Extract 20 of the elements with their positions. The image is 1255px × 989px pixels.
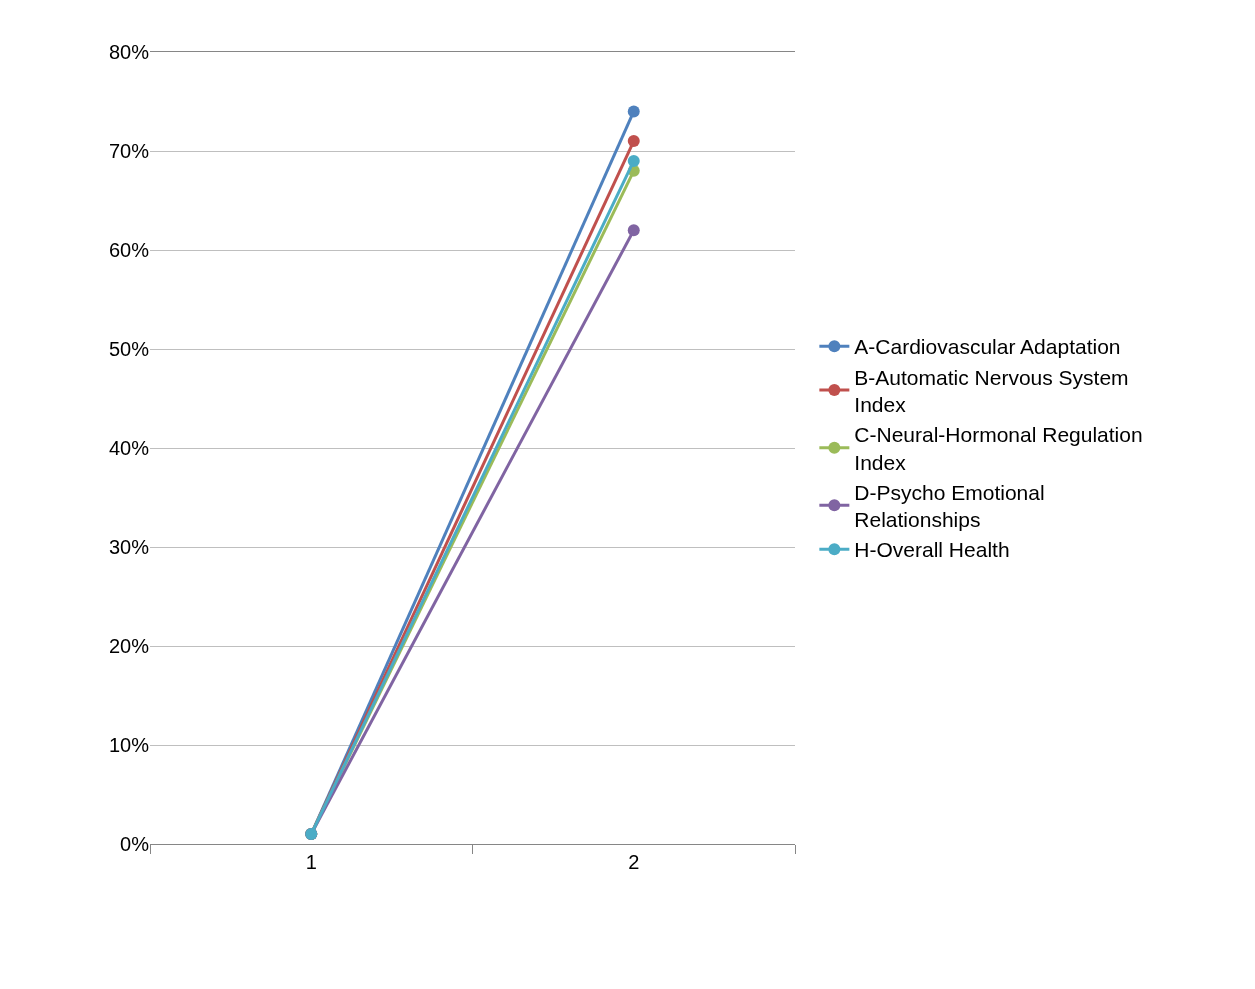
y-tick-label: 0% [120,833,150,855]
y-tick-label: 10% [108,734,150,756]
y-tick-label: 40% [108,437,150,459]
point [627,135,640,148]
y-tick-label: 70% [108,140,150,162]
legend-label: B-Automatic Nervous System Index [854,365,1129,416]
point [627,224,640,237]
legend-label: A-Cardiovascular Adaptation [854,335,1121,359]
x-tick-label: 1 [305,851,317,873]
y-tick-label: 80% [108,41,150,63]
y-tick-label: 50% [108,338,150,360]
y-tick-label: 20% [108,635,150,657]
legend-label: D-Psycho Emotional Relationships [854,480,1045,532]
point [627,105,640,118]
legend-label: C-Neural-Hormonal Regulation Index [854,423,1143,474]
point [627,154,640,167]
x-tick-label: 2 [628,851,640,873]
y-tick-label: 60% [108,239,150,261]
y-tick-label: 30% [108,536,150,558]
legend-label: H-Overall Health [854,538,1010,562]
